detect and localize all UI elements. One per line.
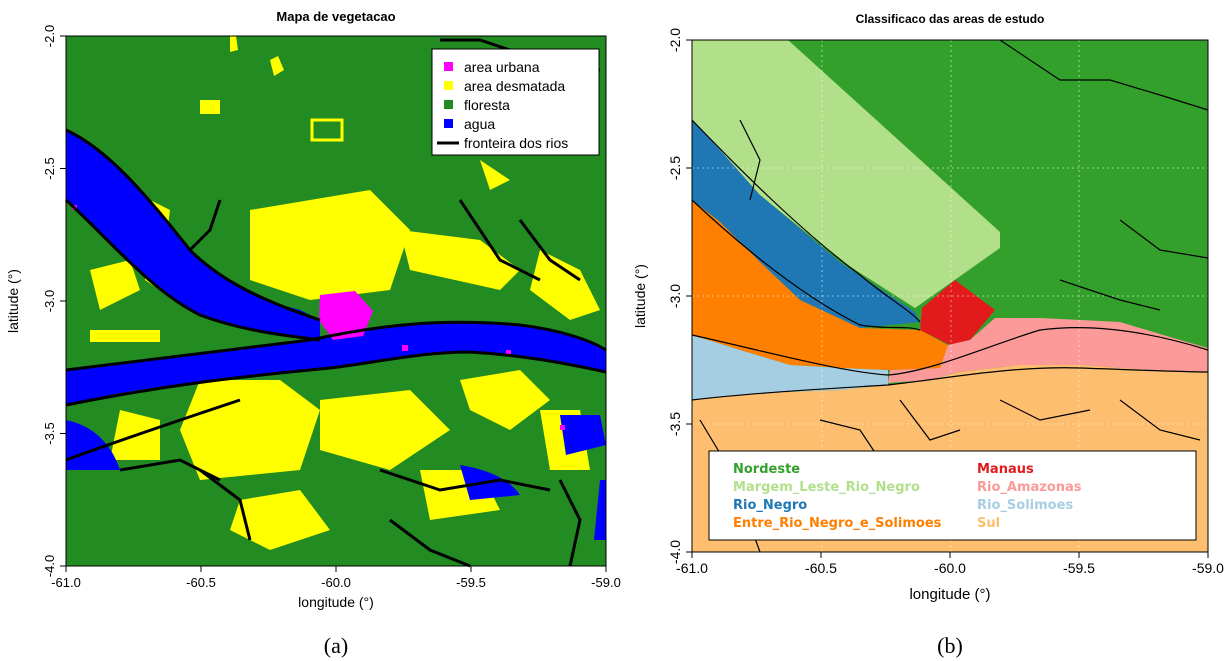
panel-b-ylabel: latitude (°) [632, 264, 648, 328]
panel-b-title: Classificaco das areas de estudo [856, 12, 1045, 26]
x-tick-label: -60.0 [321, 575, 351, 590]
panel-a-title: Mapa de vegetacao [276, 9, 395, 24]
x-tick-label: -59.5 [1063, 560, 1095, 576]
legend-a-label: area desmatada [464, 78, 565, 94]
river-lines-b [691, 39, 1209, 553]
legend-b-label: Rio_Amazonas [977, 480, 1082, 495]
rio-solimoes-region [692, 335, 888, 400]
legend-b: Nordeste Margem_Leste_Rio_Negro Rio_Negro E… [708, 450, 1197, 541]
panel-a-xlabel: longitude (°) [298, 594, 374, 610]
x-tick-label: -60.0 [934, 560, 966, 576]
panel-b-xlabel: longitude (°) [909, 586, 990, 603]
y-tick-label: -2.0 [42, 25, 57, 47]
panel-a-ylabel: latitude (°) [5, 269, 21, 333]
y-tick-label: -4.0 [42, 555, 57, 577]
rio-negro-region [692, 120, 920, 328]
x-tick-label: -60.5 [805, 560, 837, 576]
panel-b-caption: (b) [937, 633, 963, 658]
x-tick-label: -59.5 [456, 575, 486, 590]
legend-swatch [444, 100, 453, 109]
x-tick-label: -60.5 [186, 575, 216, 590]
x-tick-label: -61.0 [51, 575, 81, 590]
panel-a: Mapa de vegetacao [5, 9, 621, 658]
axes-a: -61.0 -60.5 -60.0 -59.5 -59.0 -2.0 -2.5 -3.0 -3… [5, 25, 621, 610]
legend-a-label: floresta [464, 97, 510, 113]
axes-b: -61.0 -60.5 -60.0 -59.5 -59.0 -2.0 -2.5 -3.0 -3… [632, 28, 1224, 603]
legend-swatch [444, 62, 453, 71]
legend-b-label: Sul [977, 516, 1000, 531]
margem-leste-region [692, 40, 1000, 308]
legend-b-label: Rio_Negro [733, 498, 807, 513]
legend-b-box [708, 450, 1197, 541]
y-tick-label: -3.0 [667, 284, 683, 308]
y-tick-label: -2.5 [42, 157, 57, 179]
y-tick-label: -3.0 [42, 290, 57, 312]
y-tick-label: -2.0 [667, 28, 683, 52]
legend-swatch [444, 81, 453, 90]
legend-a: area urbana area desmatada floresta agua fro… [431, 48, 600, 156]
legend-a-label: fronteira dos rios [464, 135, 568, 151]
legend-b-label: Manaus [977, 462, 1034, 477]
y-tick-label: -3.5 [667, 412, 683, 436]
entre-rios-region [692, 200, 948, 370]
y-tick-label: -3.5 [42, 422, 57, 444]
legend-a-label: agua [464, 116, 495, 132]
legend-a-box [431, 48, 600, 156]
x-tick-label: -59.0 [1192, 560, 1224, 576]
x-tick-label: -61.0 [676, 560, 708, 576]
panel-a-caption: (a) [324, 633, 348, 658]
legend-b-label: Margem_Leste_Rio_Negro [733, 480, 920, 495]
grid-b [692, 40, 1208, 552]
rio-amazonas-region [888, 318, 1208, 383]
y-tick-label: -2.5 [667, 156, 683, 180]
panel-b: Classificaco das areas de estudo [632, 12, 1224, 658]
legend-a-label: area urbana [464, 59, 540, 75]
y-tick-label: -4.0 [667, 540, 683, 564]
x-tick-label: -59.0 [591, 575, 621, 590]
legend-b-label: Nordeste [733, 462, 800, 477]
legend-b-label: Entre_Rio_Negro_e_Solimoes [733, 516, 942, 531]
water-bodies [66, 130, 606, 540]
legend-swatch [444, 119, 453, 128]
legend-b-label: Rio_Solimoes [977, 498, 1073, 513]
